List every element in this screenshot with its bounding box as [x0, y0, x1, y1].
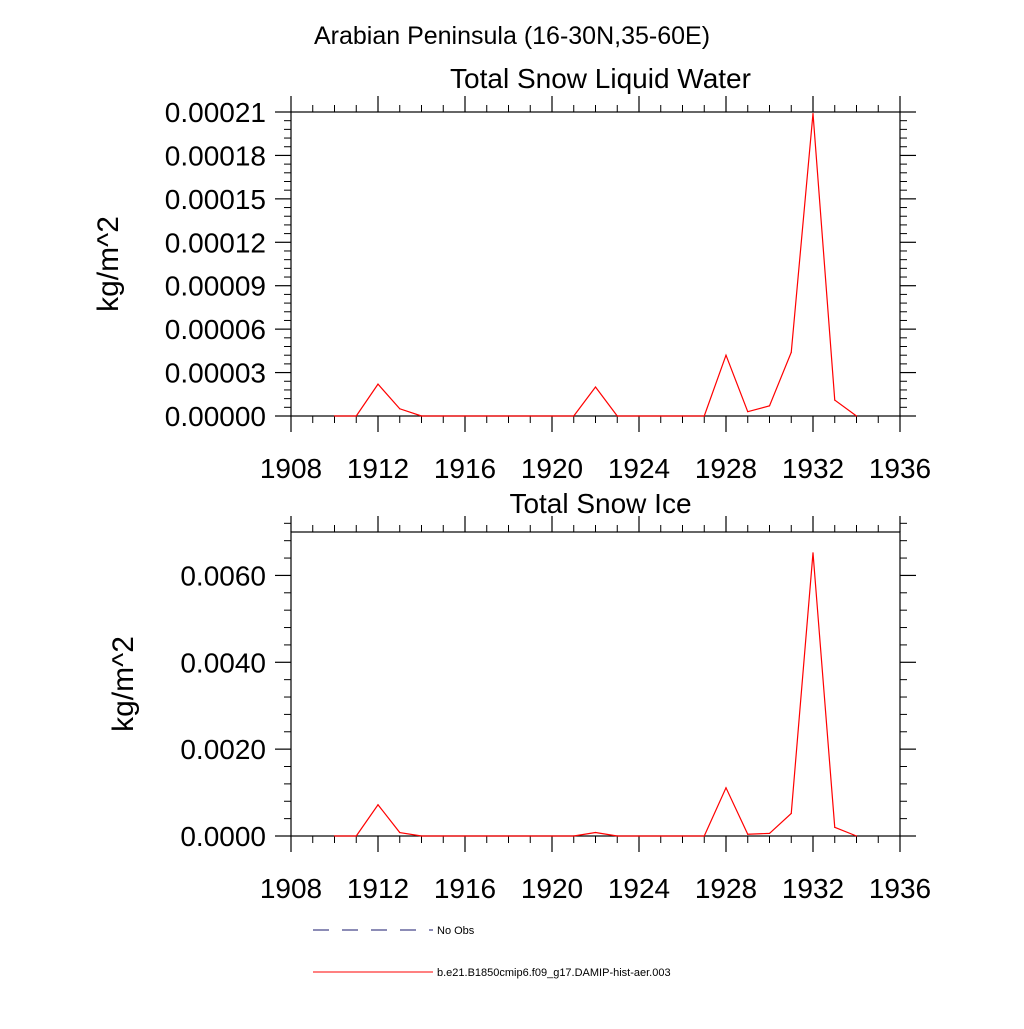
x-tick-label: 1912	[347, 453, 409, 484]
data-point	[747, 833, 749, 835]
legend-entry-2: b.e21.B1850cmip6.f09_g17.DAMIP-hist-aer.…	[313, 967, 671, 979]
data-point	[855, 415, 858, 417]
chart-title: Total Snow Liquid Water	[450, 63, 751, 94]
y-tick-label: 0.00003	[165, 358, 266, 389]
x-tick-label: 1928	[695, 873, 757, 904]
data-point	[355, 415, 357, 417]
data-point	[573, 415, 575, 417]
legend-label: No Obs	[437, 925, 475, 937]
data-point	[529, 415, 531, 417]
data-point	[790, 351, 792, 353]
data-point	[355, 835, 357, 837]
data-point	[333, 835, 336, 837]
x-tick-label: 1932	[782, 453, 844, 484]
data-point	[486, 835, 488, 837]
series-line-1	[334, 552, 857, 837]
data-point	[638, 415, 640, 417]
data-point	[420, 835, 423, 837]
data-point	[616, 835, 618, 837]
data-point	[333, 415, 336, 417]
data-point	[660, 415, 662, 417]
y-tick-label: 0.0040	[180, 647, 266, 678]
y-tick-label: 0.0000	[180, 821, 266, 852]
y-tick-label: 0.00000	[165, 401, 266, 432]
data-point	[377, 804, 379, 806]
data-point	[768, 832, 771, 834]
data-point	[747, 411, 749, 413]
data-point	[551, 835, 553, 837]
data-point	[616, 415, 618, 417]
y-tick-label: 0.0020	[180, 734, 266, 765]
data-point	[725, 787, 727, 789]
data-point	[660, 835, 662, 837]
x-tick-label: 1920	[521, 873, 583, 904]
data-point	[725, 354, 727, 356]
data-point	[399, 831, 401, 834]
x-tick-label: 1924	[608, 453, 670, 484]
x-tick-label: 1916	[434, 453, 496, 484]
x-tick-label: 1912	[347, 873, 409, 904]
x-tick-label: 1932	[782, 873, 844, 904]
data-point	[703, 415, 705, 417]
data-point	[507, 415, 510, 417]
chart-title: Total Snow Ice	[509, 488, 691, 519]
data-point	[638, 835, 640, 837]
y-tick-label: 0.00009	[165, 271, 266, 302]
data-point	[464, 835, 466, 837]
x-tick-label: 1908	[260, 873, 322, 904]
x-tick-label: 1916	[434, 873, 496, 904]
figure-title: Arabian Peninsula (16-30N,35-60E)	[314, 22, 710, 50]
series-line-1	[334, 113, 857, 417]
y-tick-label: 0.0060	[180, 560, 266, 591]
data-point	[855, 835, 858, 837]
data-point	[420, 415, 423, 417]
y-axis-label: kg/m^2	[107, 636, 140, 732]
x-tick-label: 1936	[869, 453, 931, 484]
y-axis-label: kg/m^2	[92, 216, 125, 312]
chart-panel-1: Total Snow Liquid Water 1908 1912 1916 1920 1…	[92, 63, 931, 484]
data-point	[442, 415, 444, 417]
data-point	[768, 405, 771, 407]
x-tick-label: 1908	[260, 453, 322, 484]
data-point	[464, 415, 466, 417]
x-tick-label: 1920	[521, 453, 583, 484]
data-point	[834, 826, 836, 828]
legend-entry-1: No Obs	[313, 925, 475, 937]
x-tick-label: 1924	[608, 873, 670, 904]
data-point	[594, 386, 597, 388]
data-point	[486, 415, 488, 417]
data-point	[399, 408, 401, 410]
data-point	[529, 835, 531, 837]
legend-label: b.e21.B1850cmip6.f09_g17.DAMIP-hist-aer.…	[437, 967, 671, 979]
data-point	[703, 835, 705, 837]
data-point	[812, 112, 814, 115]
data-point	[812, 552, 814, 554]
y-tick-label: 0.00015	[165, 184, 266, 215]
x-tick-label: 1928	[695, 453, 757, 484]
x-tick-label: 1936	[869, 873, 931, 904]
data-point	[551, 415, 553, 417]
chart-panel-2: Total Snow Ice 1908 1912 1916 1920 1924 1928 19…	[107, 488, 931, 904]
y-tick-label: 0.00021	[165, 97, 266, 128]
data-point	[377, 383, 379, 385]
data-point	[507, 835, 510, 837]
data-point	[790, 812, 792, 815]
legend: No Obs b.e21.B1850cmip6.f09_g17.DAMIP-his…	[313, 925, 671, 979]
data-point	[681, 415, 684, 417]
data-point	[834, 399, 836, 401]
data-point	[573, 835, 575, 837]
data-point	[594, 831, 597, 834]
chart-panels: Total Snow Liquid Water 1908 1912 1916 1920 1…	[92, 63, 931, 904]
plot-frame	[290, 531, 901, 837]
y-tick-label: 0.00012	[165, 227, 266, 258]
y-tick-label: 0.00006	[165, 314, 266, 345]
data-point	[442, 835, 444, 837]
data-point	[681, 835, 684, 837]
y-tick-label: 0.00018	[165, 140, 266, 171]
